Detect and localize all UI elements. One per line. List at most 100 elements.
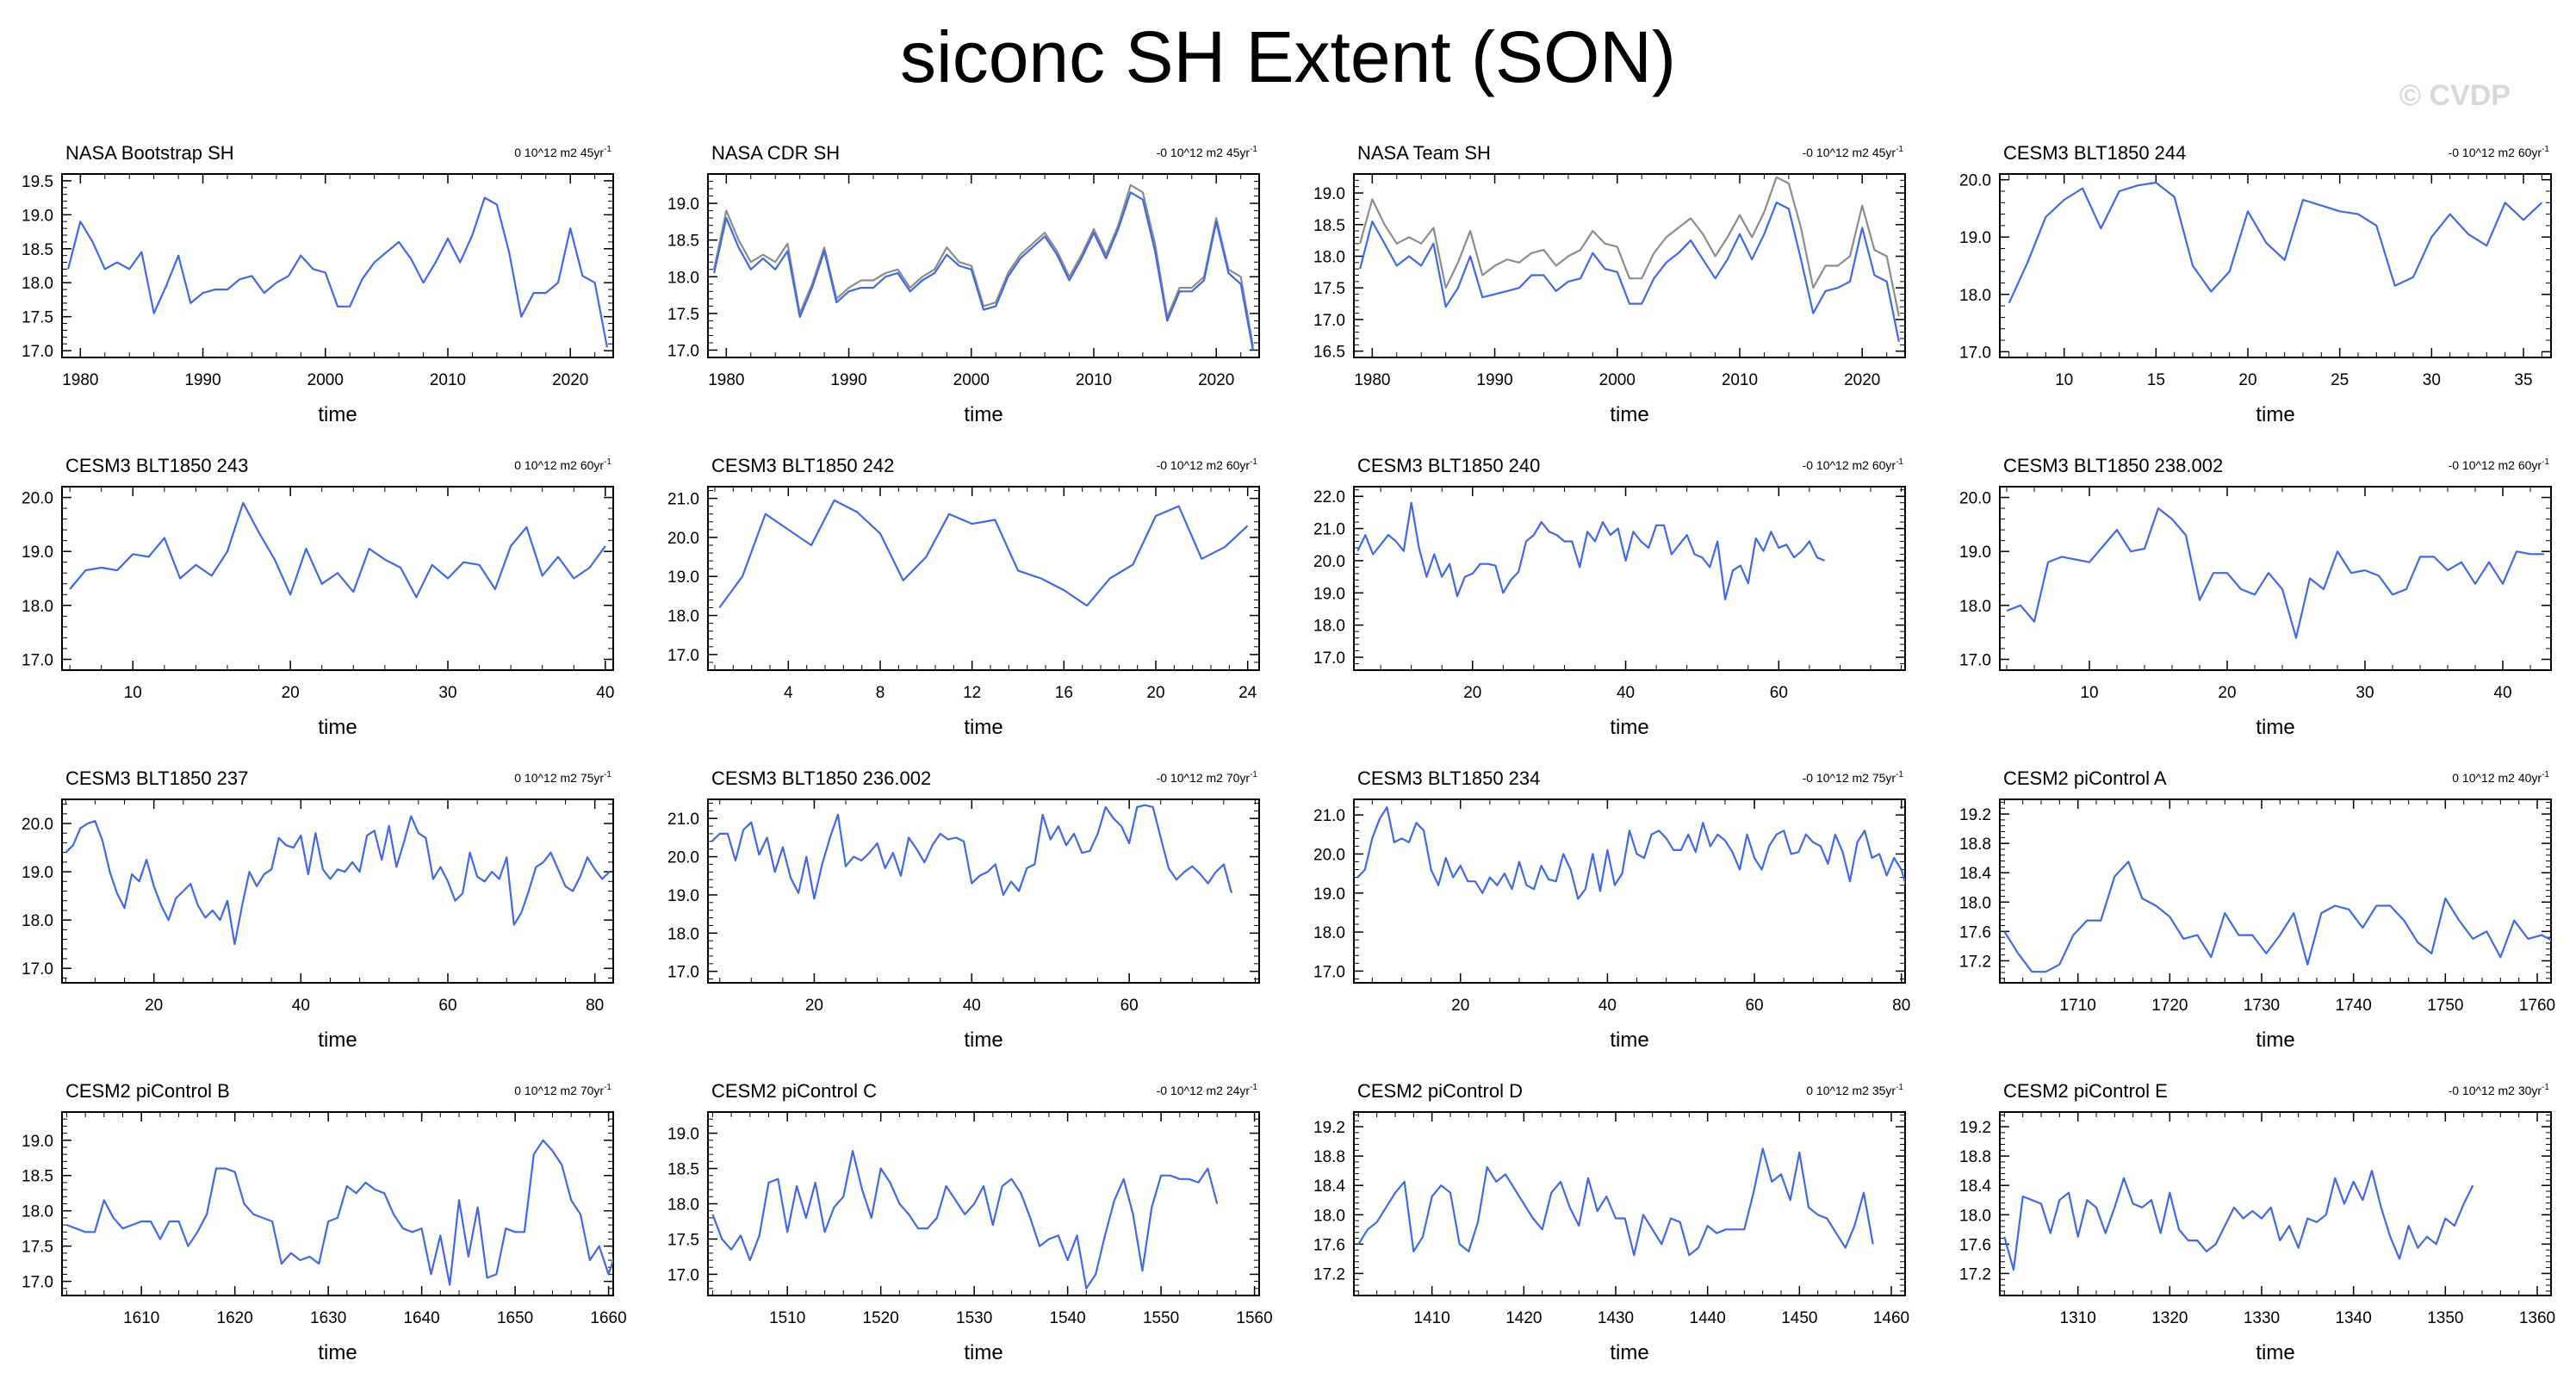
- trend-value: -0 10^12 m2 75yr: [1803, 771, 1896, 785]
- plot-frame: [61, 173, 614, 358]
- trend-value: 0 10^12 m2 70yr: [514, 1084, 604, 1097]
- y-tick-label: 18.0: [1959, 598, 1991, 616]
- y-tick-label: 19.0: [667, 1126, 699, 1144]
- panel-title: CESM2 piControl B: [65, 1080, 230, 1102]
- plot-frame: [707, 798, 1260, 984]
- trend-exponent: -1: [1896, 457, 1903, 467]
- chart-panel: CESM2 piControl D 0 10^12 m2 35yr-1 time 14…: [1313, 1080, 1909, 1364]
- x-axis-label: time: [1610, 1341, 1648, 1364]
- x-tick-label: 60: [1770, 684, 1788, 702]
- y-tick-label: 19.0: [22, 1133, 53, 1151]
- plot-frame: [707, 173, 1260, 358]
- chart-panel: CESM3 BLT1850 240 -0 10^12 m2 60yr-1 time 2…: [1313, 455, 1906, 739]
- panel-title: CESM2 piControl C: [711, 1080, 877, 1102]
- y-tick-label: 17.5: [22, 1239, 53, 1257]
- y-tick-label: 18.0: [22, 912, 53, 930]
- trend-value: -0 10^12 m2 24yr: [1157, 1084, 1251, 1097]
- series-line: [1357, 1147, 1874, 1257]
- panel-title: NASA CDR SH: [711, 142, 840, 164]
- trend-label: -0 10^12 m2 75yr-1: [1803, 770, 1904, 785]
- chart-panel: CESM3 BLT1850 236.002 -0 10^12 m2 70yr-1 t…: [667, 767, 1260, 1052]
- y-tick-label: 17.0: [1313, 963, 1345, 981]
- y-tick-label: 17.5: [667, 306, 699, 324]
- y-tick-label: 17.0: [667, 964, 699, 982]
- trend-label: 0 10^12 m2 70yr-1: [514, 1083, 611, 1097]
- y-tick-label: 18.0: [1313, 618, 1345, 636]
- chart-panel: CESM2 piControl C -0 10^12 m2 24yr-1 time 1…: [667, 1080, 1273, 1364]
- x-tick-label: 1430: [1598, 1309, 1634, 1327]
- trend-exponent: -1: [1250, 1083, 1257, 1092]
- y-tick-label: 19.0: [667, 569, 699, 587]
- x-tick-label: 60: [1120, 997, 1139, 1015]
- y-tick-label: 18.5: [22, 1168, 53, 1186]
- trend-label: -0 10^12 m2 24yr-1: [1157, 1083, 1258, 1097]
- series-line: [67, 196, 608, 348]
- trend-label: 0 10^12 m2 35yr-1: [1806, 1083, 1903, 1097]
- y-tick-label: 18.4: [1959, 865, 1991, 883]
- trend-label: -0 10^12 m2 60yr-1: [1803, 457, 1904, 472]
- x-tick-label: 60: [1745, 997, 1763, 1015]
- plot-frame: [707, 486, 1260, 671]
- x-axis-label: time: [1610, 716, 1648, 739]
- y-tick-label: 18.0: [667, 608, 699, 626]
- y-tick-label: 19.0: [1313, 585, 1345, 603]
- x-tick-label: 1440: [1690, 1309, 1726, 1327]
- chart-panel: CESM3 BLT1850 243 0 10^12 m2 60yr-1 time 10…: [22, 455, 614, 739]
- x-tick-label: 1640: [403, 1309, 439, 1327]
- x-tick-label: 1420: [1505, 1309, 1542, 1327]
- x-tick-label: 2020: [1844, 371, 1880, 389]
- y-tick-label: 18.5: [667, 233, 699, 251]
- x-tick-label: 20: [1146, 684, 1164, 702]
- x-axis-label: time: [964, 403, 1002, 426]
- x-tick-label: 2000: [307, 371, 344, 389]
- plot-frame: [61, 798, 614, 984]
- trend-label: -0 10^12 m2 70yr-1: [1157, 770, 1258, 785]
- series-line: [66, 1139, 613, 1286]
- y-tick-label: 18.0: [1313, 924, 1345, 942]
- x-tick-label: 1720: [2151, 997, 2188, 1015]
- x-axis-label: time: [1610, 403, 1648, 426]
- y-tick-label: 18.8: [1313, 1148, 1345, 1166]
- y-tick-label: 18.0: [667, 925, 699, 943]
- y-tick-label: 17.5: [22, 309, 53, 327]
- y-tick-label: 19.0: [22, 864, 53, 882]
- trend-label: -0 10^12 m2 60yr-1: [2449, 457, 2550, 472]
- x-tick-label: 1610: [123, 1309, 159, 1327]
- x-axis-label: time: [318, 1341, 357, 1364]
- x-axis-label: time: [1610, 1028, 1648, 1052]
- x-axis-label: time: [2256, 716, 2294, 739]
- panel-title: CESM3 BLT1850 244: [2003, 142, 2186, 164]
- x-tick-label: 1330: [2244, 1309, 2280, 1327]
- trend-exponent: -1: [604, 770, 611, 780]
- y-tick-label: 21.0: [1313, 807, 1345, 825]
- panel-title: CESM3 BLT1850 234: [1357, 767, 1540, 789]
- x-tick-label: 80: [586, 997, 604, 1015]
- x-tick-label: 2000: [953, 371, 990, 389]
- trend-value: 0 10^12 m2 60yr: [514, 458, 604, 472]
- y-tick-label: 18.0: [667, 1196, 699, 1215]
- y-tick-label: 19.0: [1959, 544, 1991, 562]
- x-tick-label: 1760: [2519, 997, 2555, 1015]
- x-axis-label: time: [318, 403, 357, 426]
- y-tick-label: 17.5: [667, 1231, 699, 1249]
- x-tick-label: 40: [292, 997, 310, 1015]
- trend-label: 0 10^12 m2 45yr-1: [514, 145, 611, 159]
- y-tick-label: 20.0: [22, 816, 53, 834]
- x-tick-label: 20: [1451, 997, 1469, 1015]
- y-tick-label: 17.0: [22, 343, 53, 361]
- y-tick-label: 17.0: [22, 1274, 53, 1292]
- series-line: [2006, 506, 2544, 639]
- x-tick-label: 12: [963, 684, 981, 702]
- y-tick-label: 19.0: [667, 887, 699, 905]
- chart-panel: NASA Team SH -0 10^12 m2 45yr-1 time 1980 19…: [1313, 142, 1906, 426]
- y-tick-label: 19.2: [1959, 1119, 1991, 1137]
- x-tick-label: 1980: [1354, 371, 1390, 389]
- x-tick-label: 25: [2331, 371, 2349, 389]
- panel-title: NASA Team SH: [1357, 142, 1491, 164]
- chart-panel: NASA CDR SH -0 10^12 m2 45yr-1 time 1980 199…: [667, 142, 1260, 426]
- x-tick-label: 20: [282, 684, 300, 702]
- plot-frame: [61, 486, 614, 671]
- x-tick-label: 2020: [552, 371, 588, 389]
- y-tick-label: 17.2: [1959, 953, 1991, 971]
- panel-title: CESM3 BLT1850 243: [65, 455, 248, 476]
